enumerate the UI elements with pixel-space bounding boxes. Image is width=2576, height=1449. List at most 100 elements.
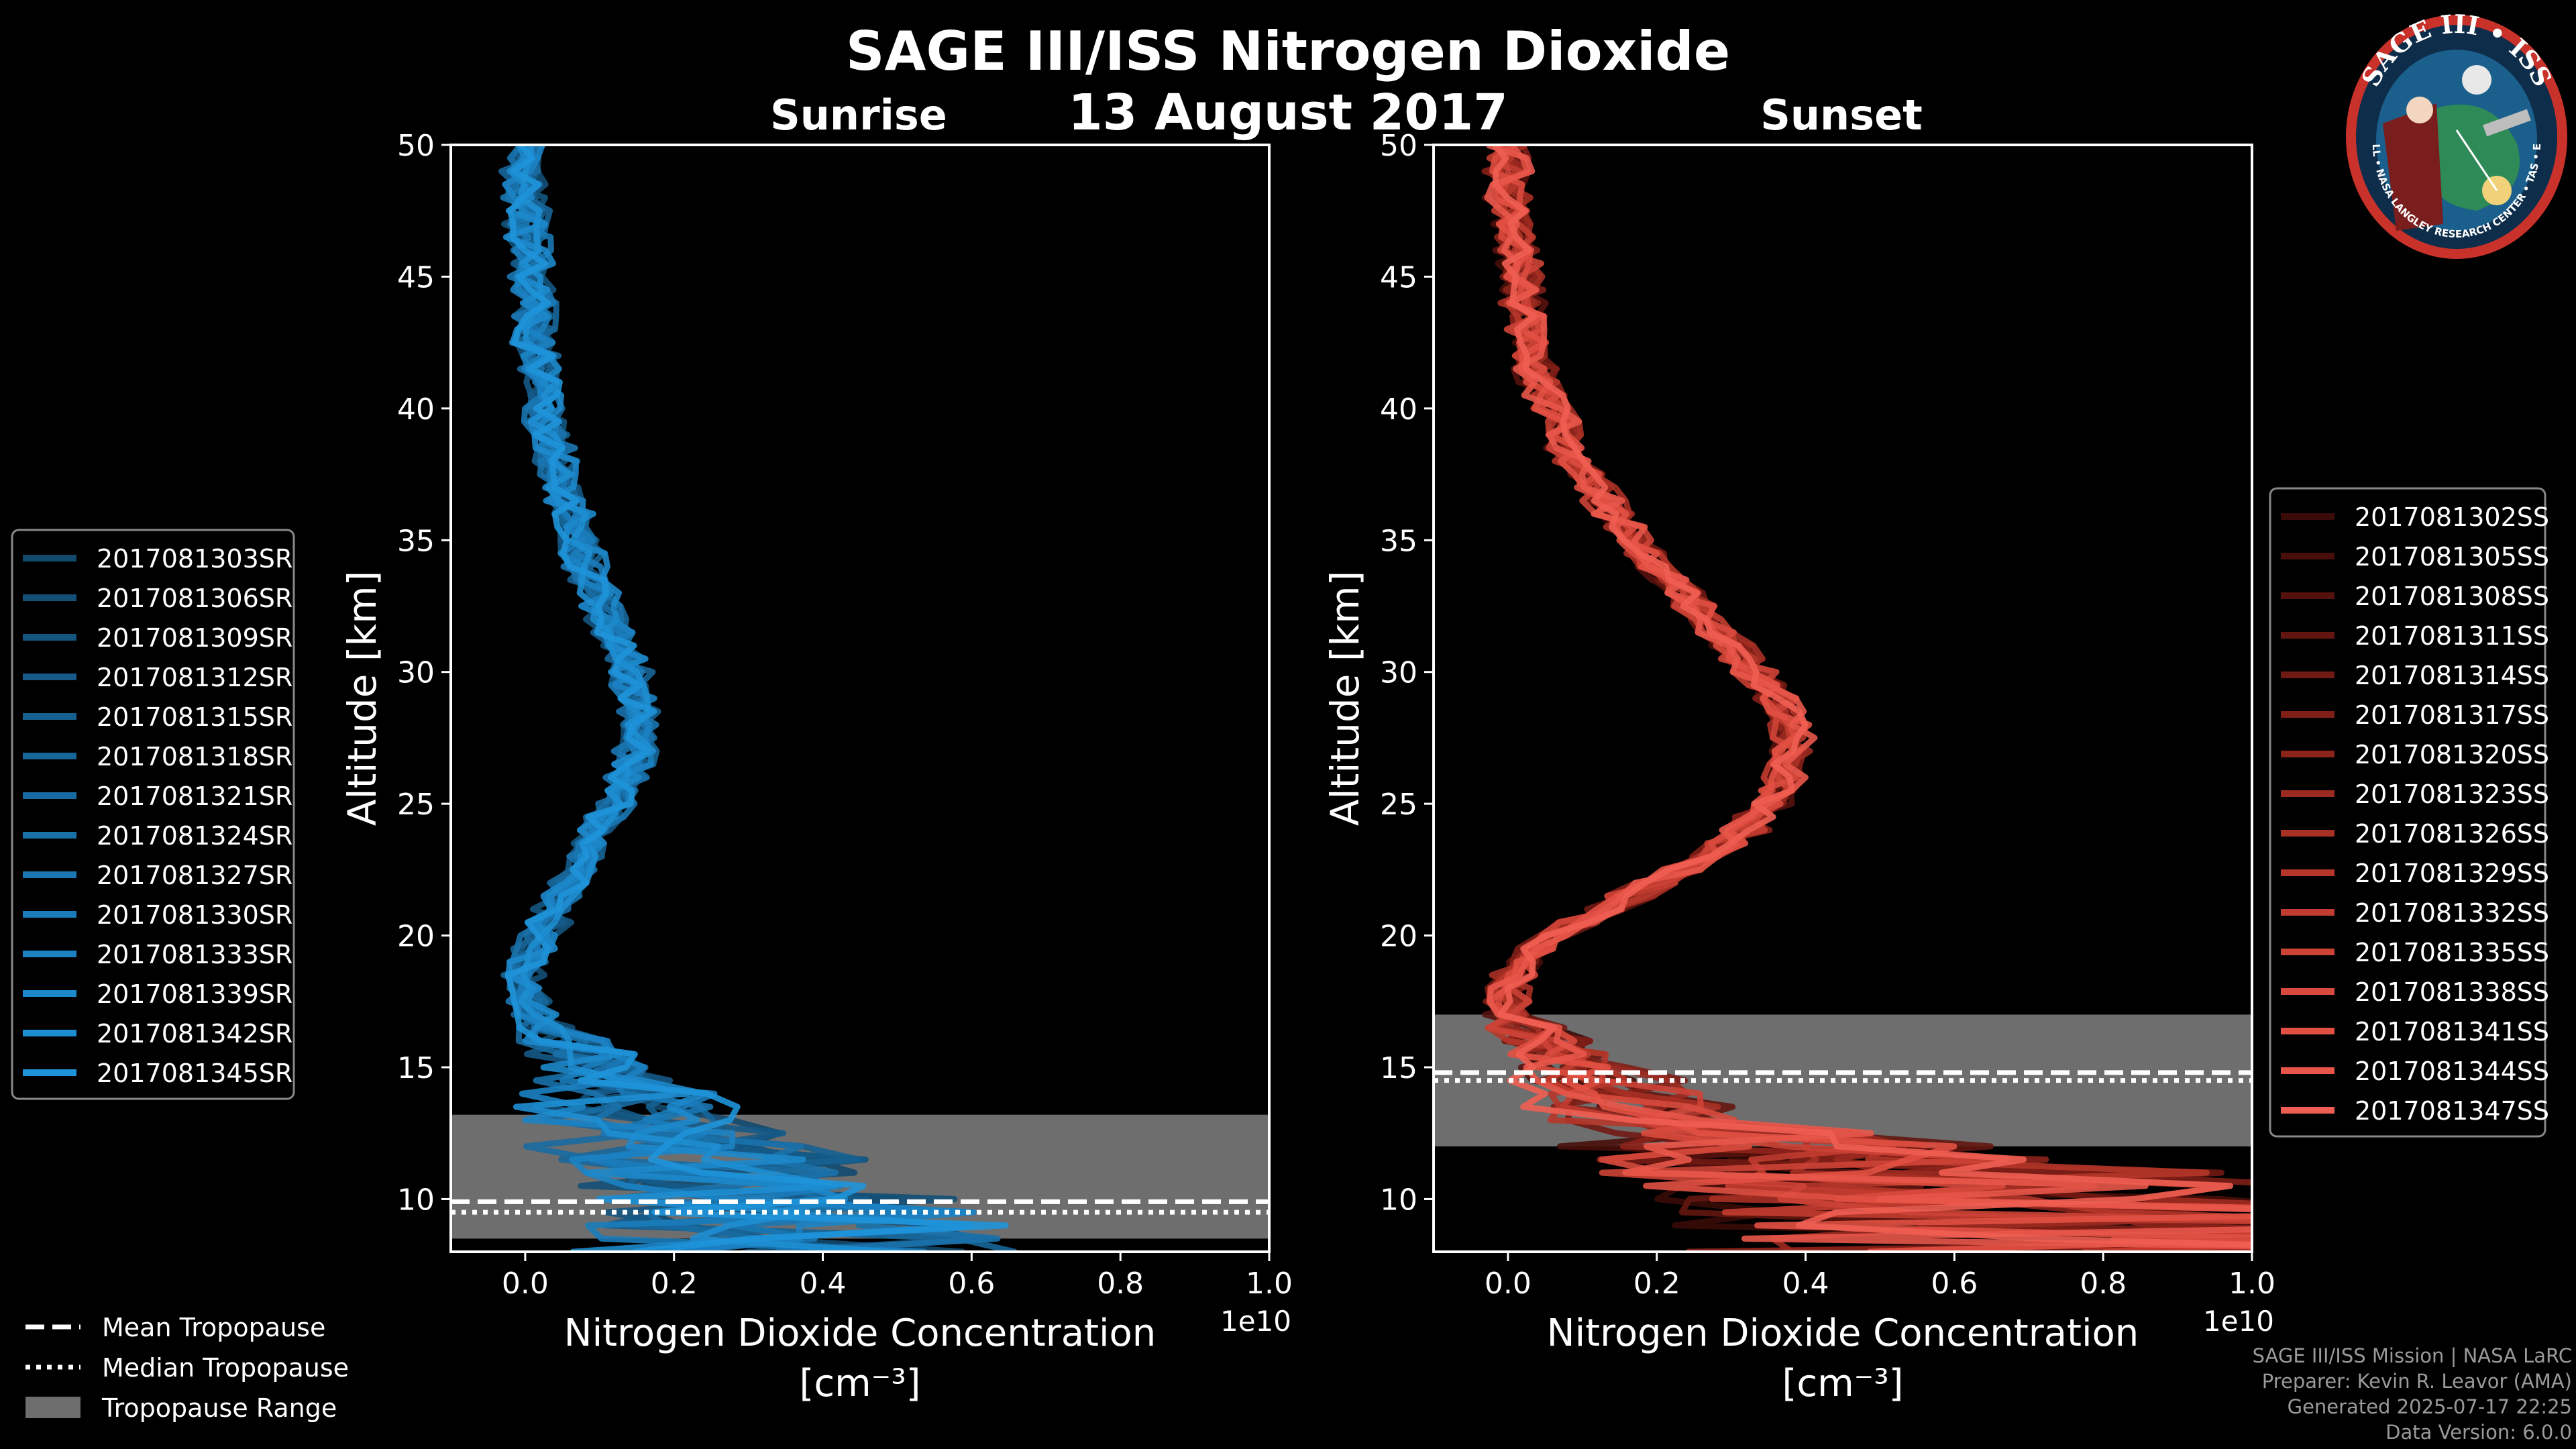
profile-line-2017081315SR: [510, 145, 924, 1252]
legend-label: 2017081320SS: [2355, 740, 2549, 769]
y-tick-label: 15: [1380, 1051, 1417, 1085]
y-axis-label: Altitude [km]: [1322, 571, 1368, 826]
y-tick-label: 10: [1380, 1183, 1417, 1217]
y-tick-label: 40: [397, 392, 435, 427]
x-tick-label: 0.2: [1633, 1267, 1680, 1301]
median-tropopause-legend: Median Tropopause: [25, 1353, 349, 1383]
x-tick-label: 0.8: [1097, 1267, 1144, 1301]
x-axis-unit: [cm⁻³]: [1782, 1362, 1903, 1405]
sunset-panel-title: Sunset: [1760, 91, 1923, 140]
x-tick-label: 0.8: [2080, 1267, 2127, 1301]
legend-box: [2269, 487, 2546, 1138]
legend-label: 2017081306SR: [97, 584, 292, 613]
legend-label: 2017081321SR: [97, 782, 292, 811]
legend-label: 2017081332SS: [2355, 898, 2549, 928]
profile-line-2017081341SS: [1486, 145, 2252, 1252]
y-tick-label: 50: [397, 129, 435, 163]
legend-label: 2017081314SS: [2355, 661, 2549, 690]
y-tick-label: 25: [397, 788, 435, 822]
legend-label: 2017081335SS: [2355, 938, 2549, 967]
x-tick-label: 1.0: [1246, 1267, 1293, 1301]
profile-line-2017081321SR: [505, 145, 830, 1252]
y-axis-label: Altitude [km]: [339, 571, 385, 826]
y-tick-label: 35: [1380, 524, 1417, 558]
x-axis-label: Nitrogen Dioxide Concentration: [1547, 1311, 2139, 1355]
credits-mission: SAGE III/ISS Mission | NASA LaRC: [2252, 1344, 2572, 1367]
profile-line-2017081344SS: [1484, 145, 2252, 1249]
figure-date: 13 August 2017: [1068, 84, 1508, 142]
legend-label: 2017081309SR: [97, 623, 292, 653]
profile-line-2017081309SR: [500, 145, 848, 1252]
sunrise-panel-title: Sunrise: [770, 91, 947, 140]
x-tick-label: 0.6: [948, 1267, 995, 1301]
profile-line-2017081345SR: [504, 145, 1009, 1252]
legend-label: 2017081315SR: [97, 702, 292, 732]
legend-label: 2017081333SR: [97, 940, 292, 969]
y-tick-label: 50: [1380, 129, 1417, 163]
legend-label: 2017081311SS: [2355, 621, 2549, 651]
sunrise-legend: 2017081303SR 2017081306SR 2017081309SR 2017…: [11, 529, 295, 1100]
legend-box: [11, 529, 295, 1100]
credits-generated: Generated 2025-07-17 22:25: [2287, 1395, 2572, 1418]
x-axis-label: Nitrogen Dioxide Concentration: [564, 1311, 1157, 1355]
legend-label: 2017081338SS: [2355, 977, 2549, 1007]
x-tick-label: 0.0: [1485, 1267, 1532, 1301]
y-tick-label: 10: [397, 1183, 435, 1217]
profile-line-2017081330SR: [506, 145, 973, 1252]
legend-label: 2017081312SR: [97, 663, 292, 692]
y-tick-label: 30: [1380, 656, 1417, 690]
x-offset-label: 1e10: [2203, 1305, 2274, 1338]
sunset-plot: 10 15 20 25 30 35 40 45 50 0.0 0.2 0.4 0.6 0.8 1.0 1e10…: [1322, 129, 2275, 1405]
profile-line-2017081303SR: [505, 145, 966, 1252]
x-tick-label: 0.4: [1782, 1267, 1829, 1301]
legend-label: 2017081347SS: [2355, 1096, 2549, 1126]
legend-label: Mean Tropopause: [102, 1313, 325, 1342]
x-axis-unit: [cm⁻³]: [799, 1362, 920, 1405]
y-tick-label: 30: [397, 656, 435, 690]
y-tick-label: 25: [1380, 788, 1417, 822]
legend-label: 2017081342SR: [97, 1019, 292, 1049]
legend-label: 2017081302SS: [2355, 502, 2549, 532]
x-tick-label: 0.0: [502, 1267, 549, 1301]
legend-swatch: [25, 1397, 80, 1418]
profile-line-2017081342SR: [513, 145, 922, 1252]
legend-label: 2017081330SR: [97, 900, 292, 930]
profiles: [498, 145, 1018, 1252]
profile-line-2017081347SS: [1492, 145, 2252, 1248]
legend-label: Tropopause Range: [101, 1393, 337, 1423]
x-tick-label: 0.2: [651, 1267, 698, 1301]
tropopause-range-legend: Tropopause Range: [25, 1393, 337, 1423]
profile-line-2017081318SR: [498, 145, 1018, 1252]
legend-label: 2017081329SS: [2355, 859, 2549, 888]
legend-label: 2017081326SS: [2355, 819, 2549, 849]
credits-block: SAGE III/ISS Mission | NASA LaRC Prepare…: [2253, 1343, 2572, 1445]
legend-label: 2017081317SS: [2355, 700, 2549, 730]
legend-label: Median Tropopause: [102, 1353, 349, 1383]
plot-frame: [449, 144, 1271, 1253]
figure-title: SAGE III/ISS Nitrogen Dioxide: [845, 20, 1731, 83]
legend-label: 2017081303SR: [97, 544, 292, 574]
x-tick-label: 0.4: [800, 1267, 847, 1301]
legend-label: 2017081345SR: [97, 1059, 292, 1088]
y-tick-label: 45: [397, 260, 435, 294]
legend-label: 2017081327SR: [97, 861, 292, 890]
profile-line-2017081306SR: [504, 145, 969, 1252]
plot-frame: [1432, 144, 2253, 1253]
y-tick-label: 35: [397, 524, 435, 558]
tropopause-legend: Mean Tropopause Median Tropopause Tropopau…: [25, 1313, 349, 1423]
x-tick-label: 0.6: [1931, 1267, 1978, 1301]
y-tick-label: 40: [1380, 392, 1417, 427]
legend-label: 2017081308SS: [2355, 582, 2549, 611]
y-tick-label: 15: [397, 1051, 435, 1085]
credits-preparer: Preparer: Kevin R. Leavor (AMA): [2261, 1370, 2572, 1393]
profile-line-2017081339SR: [502, 145, 973, 1252]
sunrise-plot: 10 15 20 25 30 35 40 45 50 0.0 0.2 0.4 0.6 0.8 1.0 1e10…: [339, 129, 1293, 1405]
y-tick-label: 45: [1380, 260, 1417, 294]
y-tick-label: 20: [1380, 920, 1417, 954]
legend-label: 2017081324SR: [97, 821, 292, 851]
legend-label: 2017081318SR: [97, 742, 292, 771]
legend-label: 2017081344SS: [2355, 1057, 2549, 1086]
legend-label: 2017081339SR: [97, 979, 292, 1009]
